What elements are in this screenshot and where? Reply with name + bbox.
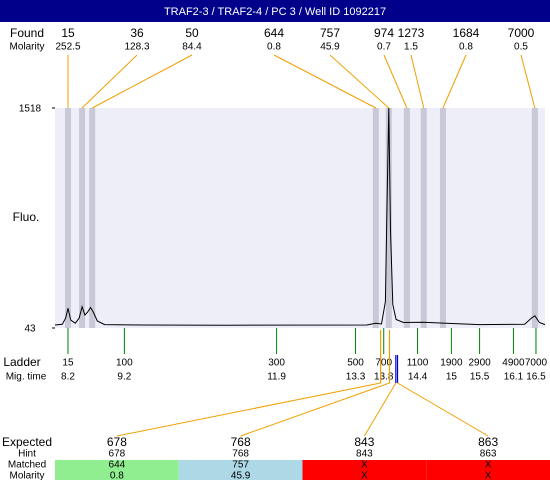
matched-molarity: 0.8 (110, 471, 124, 480)
hint-size: 768 (232, 449, 249, 460)
mig-time: 15.5 (470, 372, 490, 383)
found-leader (329, 54, 390, 109)
found-size: 1273 (398, 26, 425, 40)
found-size: 15 (61, 26, 75, 40)
expected-size: 863 (478, 435, 498, 449)
found-size: 1684 (453, 26, 480, 40)
expected-leader (397, 382, 489, 437)
found-molarity: 252.5 (55, 42, 80, 53)
matched-cell (302, 460, 427, 480)
trace (54, 107, 546, 326)
found-size: 36 (130, 26, 144, 40)
matched-molarity: 45.9 (231, 471, 251, 480)
ladder-size: 100 (116, 358, 133, 369)
found-size: 644 (264, 26, 284, 40)
matched-cell (55, 460, 179, 480)
mig-time: 13.8 (374, 372, 394, 383)
mig-time: 16.1 (504, 372, 524, 383)
peak-stripe (439, 108, 446, 328)
peak-stripe (531, 108, 538, 328)
molarity-label: Molarity (9, 42, 44, 53)
hint-size: 843 (356, 449, 373, 460)
found-leader (273, 54, 377, 109)
matched-size: X (361, 460, 368, 471)
expected-size: 678 (107, 435, 127, 449)
peak-stripe (64, 108, 71, 328)
expected-row-label: Hint (18, 449, 36, 460)
mig-time: 14.4 (408, 372, 428, 383)
found-size: 7000 (508, 26, 535, 40)
found-leader (520, 54, 536, 109)
y-axis-label: Fluo. (13, 210, 40, 224)
mig-time-label: Mig. time (6, 372, 47, 383)
expected-size: 843 (354, 435, 374, 449)
y-tick-label: 1518 (19, 104, 42, 115)
ladder-size: 500 (347, 358, 364, 369)
found-molarity: 0.7 (377, 42, 391, 53)
peak-stripe (79, 108, 86, 328)
ladder-label: Ladder (3, 355, 40, 369)
ladder-size: 1100 (407, 358, 429, 369)
ladder-size: 15 (62, 358, 74, 369)
found-molarity: 45.9 (320, 42, 340, 53)
ladder-size: 300 (268, 358, 285, 369)
found-leader (81, 54, 138, 109)
ladder-size: 700 (375, 358, 392, 369)
found-molarity: 84.4 (182, 42, 202, 53)
expected-leader (116, 382, 381, 437)
matched-molarity: X (361, 471, 368, 480)
expected-row-label: Matched (8, 460, 46, 471)
found-molarity: 0.8 (459, 42, 473, 53)
found-molarity: 0.5 (514, 42, 528, 53)
ladder-size: 7000 (525, 358, 548, 369)
mig-time: 11.9 (267, 372, 286, 383)
expected-size: 768 (231, 435, 251, 449)
peak-stripe (372, 108, 379, 328)
found-molarity: 1.5 (404, 42, 418, 53)
plot-area (55, 108, 545, 328)
found-leader (410, 54, 425, 109)
y-tick-label: 43 (24, 324, 36, 335)
peak-stripe (420, 108, 427, 328)
mig-time: 8.2 (61, 372, 75, 383)
found-leader (91, 54, 193, 109)
mig-time: 9.2 (117, 372, 131, 383)
found-leader (383, 54, 408, 109)
peak-stripe (89, 108, 96, 328)
mig-time: 15 (446, 372, 458, 383)
matched-cell (178, 460, 303, 480)
expected-row-label: Expected (2, 435, 52, 449)
expected-row-label: Molarity (9, 471, 44, 480)
found-size: 50 (185, 26, 199, 40)
peak-stripe (403, 108, 410, 328)
peak-stripe (385, 108, 392, 328)
found-size: 974 (374, 26, 394, 40)
title: TRAF2-3 / TRAF2-4 / PC 3 / Well ID 10922… (164, 6, 386, 18)
found-size: 757 (320, 26, 340, 40)
matched-size: 644 (109, 460, 126, 471)
matched-molarity: X (485, 471, 492, 480)
expected-leader (363, 382, 397, 437)
ladder-size: 4900 (502, 358, 525, 369)
ladder-size: 2900 (468, 358, 491, 369)
hint-size: 678 (109, 449, 126, 460)
mig-time: 16.5 (526, 372, 546, 383)
matched-size: 757 (232, 460, 249, 471)
found-label: Found (10, 26, 44, 40)
found-leader (442, 54, 467, 109)
matched-cell (426, 460, 550, 480)
title-bar (0, 0, 550, 22)
ladder-size: 1900 (440, 358, 463, 369)
found-molarity: 0.8 (267, 42, 281, 53)
expected-leader (240, 382, 390, 437)
matched-size: X (485, 460, 492, 471)
hint-size: 863 (480, 449, 497, 460)
mig-time: 13.3 (346, 372, 366, 383)
found-molarity: 128.3 (124, 42, 149, 53)
